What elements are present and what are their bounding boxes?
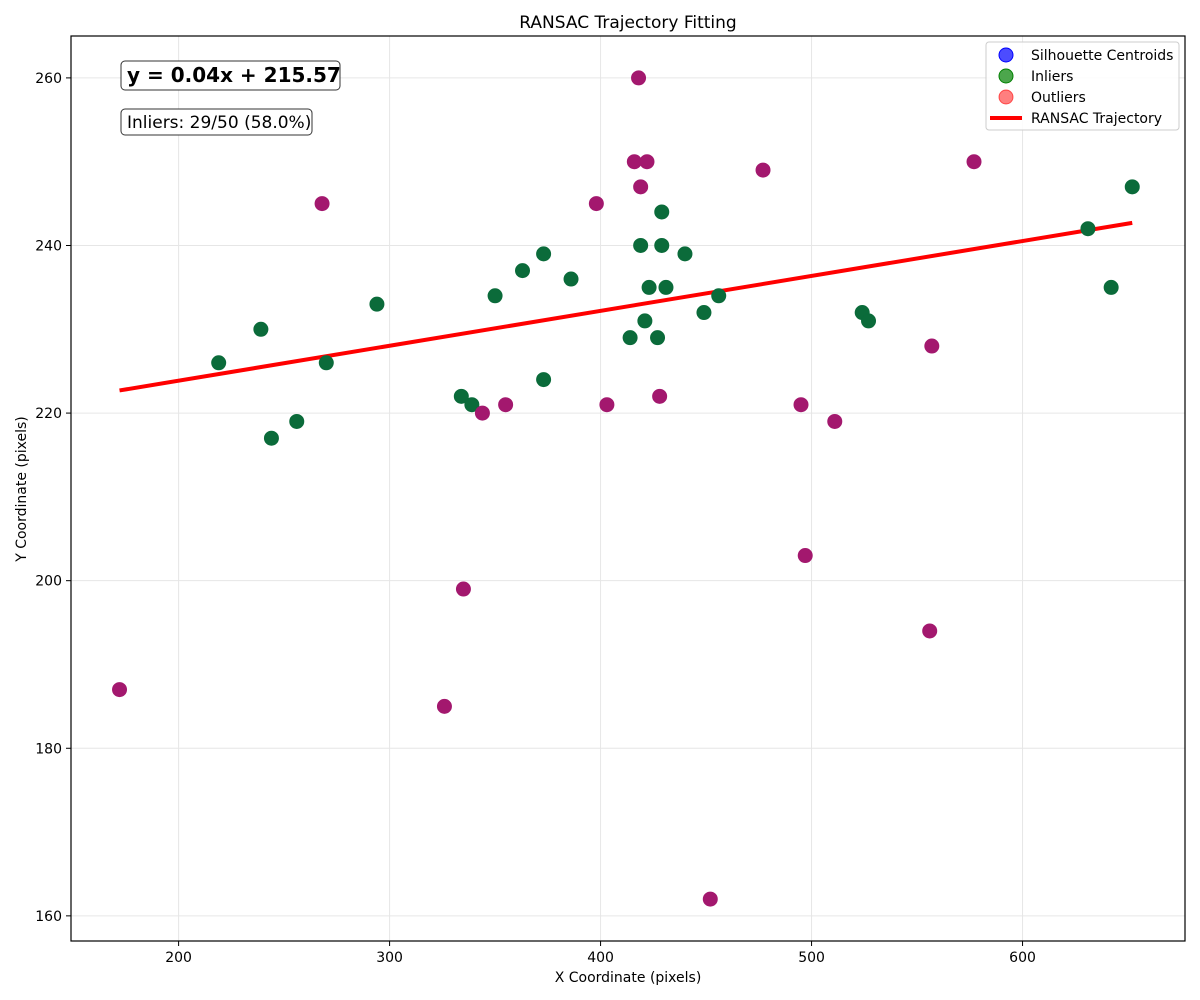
inlier-point <box>369 296 385 312</box>
y-tick-label: 180 <box>35 741 62 757</box>
outlier-point <box>474 405 490 421</box>
plot-frame <box>70 35 1186 942</box>
outlier-point <box>631 70 647 86</box>
outlier-point <box>599 397 615 413</box>
y-tick-label: 240 <box>35 238 62 254</box>
legend-marker-inliers <box>998 68 1014 84</box>
outlier-point <box>702 891 718 907</box>
inlier-point <box>654 237 670 253</box>
outlier-point <box>633 179 649 195</box>
outlier-point <box>797 548 813 564</box>
inlier-point <box>263 430 279 446</box>
x-tick-label: 500 <box>798 950 825 966</box>
outlier-point <box>626 154 642 170</box>
inlier-point <box>1103 279 1119 295</box>
legend-label-trajectory: RANSAC Trajectory <box>1031 111 1162 127</box>
inlier-point <box>654 204 670 220</box>
y-tick-label: 160 <box>35 909 62 925</box>
inlier-point <box>453 388 469 404</box>
inlier-point <box>536 372 552 388</box>
inlier-point <box>253 321 269 337</box>
data-points <box>112 70 1140 907</box>
inlier-point <box>622 330 638 346</box>
x-tick-label: 600 <box>1009 950 1036 966</box>
inlier-point <box>637 313 653 329</box>
outlier-point <box>924 338 940 354</box>
outlier-point <box>793 397 809 413</box>
outlier-point <box>588 196 604 212</box>
inlier-point <box>563 271 579 287</box>
y-tick-label: 260 <box>35 71 62 87</box>
outlier-point <box>498 397 514 413</box>
x-axis-label: X Coordinate (pixels) <box>555 970 702 986</box>
x-tick-label: 200 <box>165 950 192 966</box>
y-axis-label: Y Coordinate (pixels) <box>14 416 30 563</box>
x-tick-label: 300 <box>376 950 403 966</box>
y-tick-label: 220 <box>35 406 62 422</box>
legend-label-centroids: Silhouette Centroids <box>1031 48 1173 64</box>
equation-box: y = 0.04x + 215.57 <box>120 60 341 91</box>
chart-title: RANSAC Trajectory Fitting <box>519 13 736 33</box>
equation-text: y = 0.04x + 215.57 <box>127 63 341 87</box>
inlier-point <box>1080 221 1096 237</box>
inlier-point <box>641 279 657 295</box>
inlier-summary-text: Inliers: 29/50 (58.0%) <box>127 113 311 133</box>
outlier-point <box>455 581 471 597</box>
legend-marker-outliers <box>998 89 1014 105</box>
outlier-point <box>755 162 771 178</box>
grid-lines <box>71 36 1185 941</box>
outlier-point <box>639 154 655 170</box>
inlier-point <box>650 330 666 346</box>
inlier-point <box>696 305 712 321</box>
x-tick-label: 400 <box>587 950 614 966</box>
legend-label-inliers: Inliers <box>1031 69 1073 85</box>
fit-line-layer <box>119 220 1133 393</box>
inlier-point <box>211 355 227 371</box>
inlier-point <box>677 246 693 262</box>
inlier-point <box>487 288 503 304</box>
inlier-point <box>1124 179 1140 195</box>
outlier-point <box>652 388 668 404</box>
inlier-point <box>318 355 334 371</box>
inlier-point <box>658 279 674 295</box>
legend: Silhouette Centroids Inliers Outliers RA… <box>985 41 1180 131</box>
legend-frame <box>985 41 1180 131</box>
inlier-point <box>464 397 480 413</box>
outlier-point <box>966 154 982 170</box>
axis-ticks: 200 300 400 500 600 160 180 200 220 240 260 <box>35 71 1036 966</box>
outlier-point <box>112 682 128 698</box>
outlier-point <box>922 623 938 639</box>
legend-label-outliers: Outliers <box>1031 90 1086 106</box>
inlier-point <box>515 263 531 279</box>
outlier-point <box>314 196 330 212</box>
y-tick-label: 200 <box>35 574 62 590</box>
inlier-point <box>633 237 649 253</box>
legend-marker-centroids <box>998 47 1014 63</box>
inlier-point <box>711 288 727 304</box>
inlier-point <box>536 246 552 262</box>
ransac-trajectory-line <box>119 220 1133 393</box>
inlier-summary-box: Inliers: 29/50 (58.0%) <box>120 108 313 136</box>
inlier-point <box>289 413 305 429</box>
outlier-point <box>827 413 843 429</box>
outlier-point <box>436 698 452 714</box>
inlier-point <box>861 313 877 329</box>
